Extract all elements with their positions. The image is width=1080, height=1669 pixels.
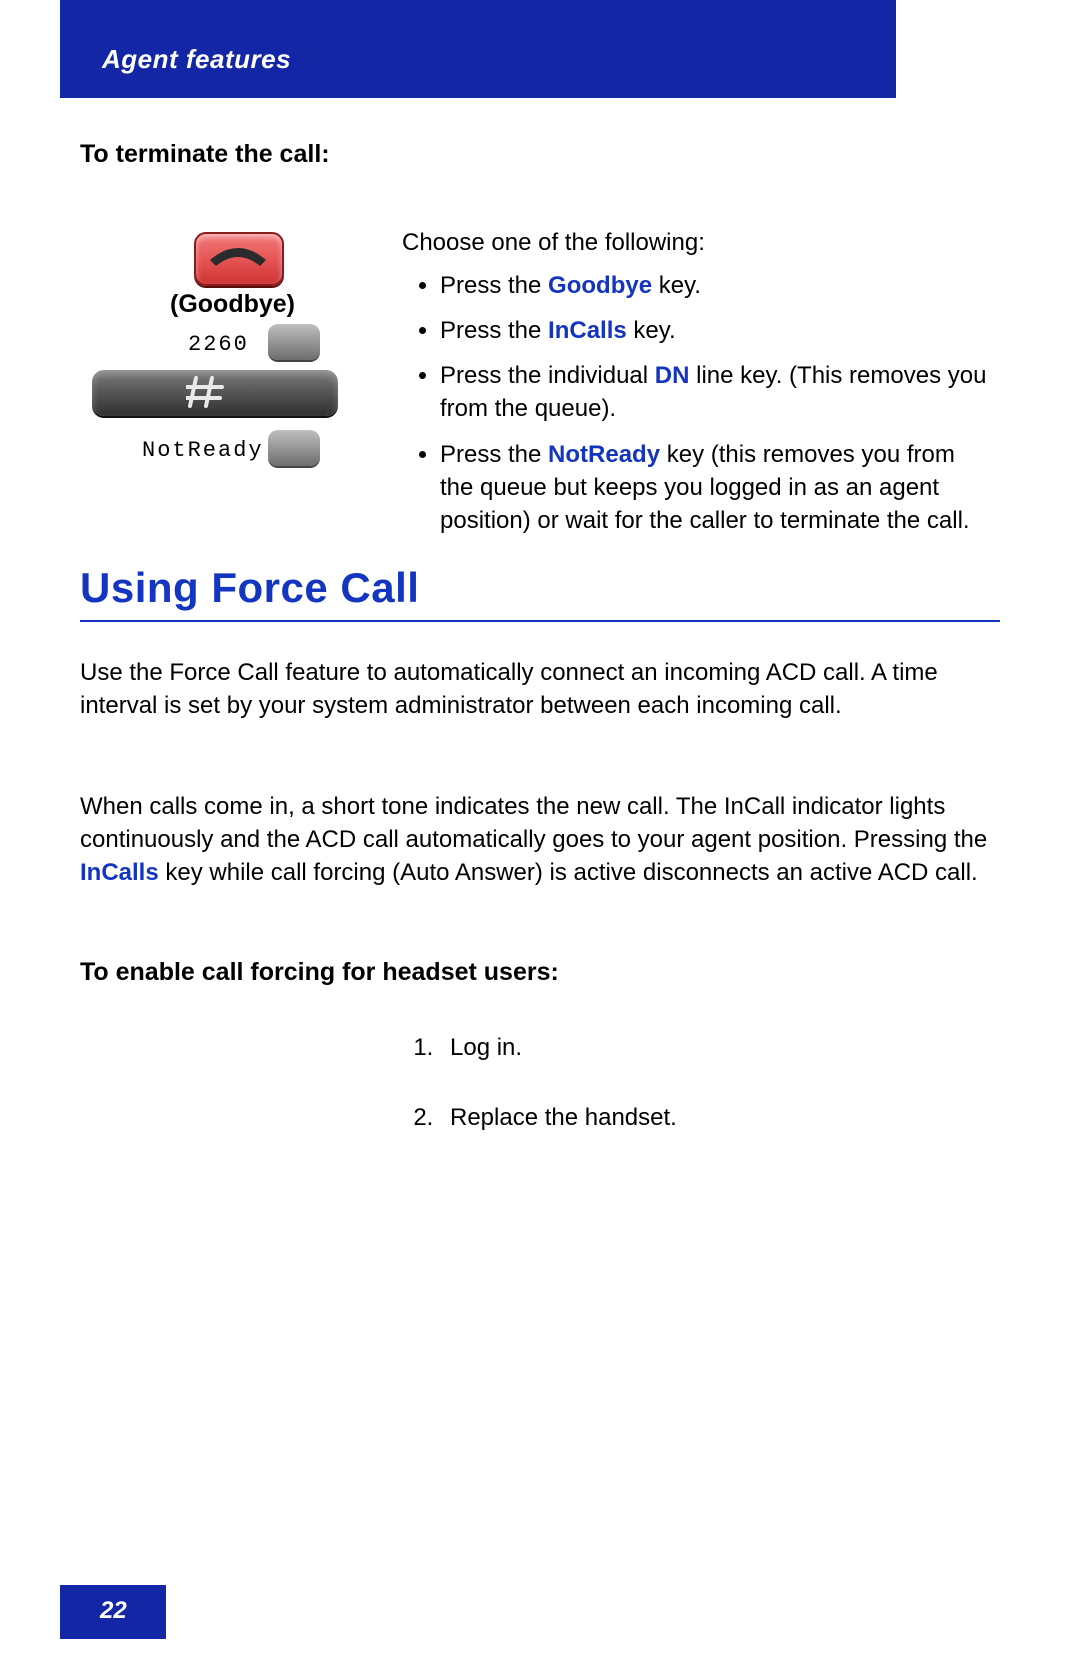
header-accent — [60, 0, 76, 98]
text: key. — [627, 317, 676, 344]
dn-number-label: 2260 — [188, 332, 249, 357]
enable-steps-list: Log in. Replace the handset. — [400, 1030, 1000, 1170]
text: key while call forcing (Auto Answer) is … — [159, 859, 978, 886]
instruction-item: Press the individual DN line key. (This … — [440, 359, 990, 425]
hash-key-icon — [92, 370, 338, 416]
page-header-title: Agent features — [102, 44, 291, 75]
instruction-item: Press the NotReady key (this removes you… — [440, 438, 990, 537]
text: Press the individual — [440, 362, 655, 389]
dn-line-key-icon — [268, 324, 320, 360]
keyword-notready: NotReady — [548, 441, 660, 468]
step-item: Replace the handset. — [440, 1100, 1000, 1136]
text: key. — [652, 272, 701, 299]
instruction-item: Press the InCalls key. — [440, 314, 990, 347]
notready-key-label: NotReady — [142, 438, 264, 463]
force-call-heading: Using Force Call — [80, 564, 419, 612]
text: Press the — [440, 317, 548, 344]
force-call-paragraph-1: Use the Force Call feature to automatica… — [80, 656, 1000, 722]
text: When calls come in, a short tone indicat… — [80, 793, 987, 853]
enable-call-forcing-heading: To enable call forcing for headset users… — [80, 958, 559, 987]
instruction-item: Press the Goodbye key. — [440, 269, 990, 302]
step-item: Log in. — [440, 1030, 1000, 1066]
keyword-incalls: InCalls — [80, 859, 159, 886]
terminate-instructions: Choose one of the following: Press the G… — [400, 226, 990, 549]
notready-key-icon — [268, 430, 320, 466]
force-call-paragraph-2: When calls come in, a short tone indicat… — [80, 790, 1000, 889]
text: Press the — [440, 272, 548, 299]
keyword-goodbye: Goodbye — [548, 272, 652, 299]
keyword-dn: DN — [655, 362, 690, 389]
instructions-lead: Choose one of the following: — [402, 226, 990, 259]
goodbye-key-icon — [194, 232, 284, 286]
terminate-call-heading: To terminate the call: — [80, 140, 330, 169]
text: Press the — [440, 441, 548, 468]
section-rule — [80, 620, 1000, 622]
goodbye-key-label: (Goodbye) — [170, 290, 295, 319]
instructions-list: Press the Goodbye key. Press the InCalls… — [400, 269, 990, 537]
page-number: 22 — [100, 1597, 127, 1625]
keyword-incalls: InCalls — [548, 317, 627, 344]
